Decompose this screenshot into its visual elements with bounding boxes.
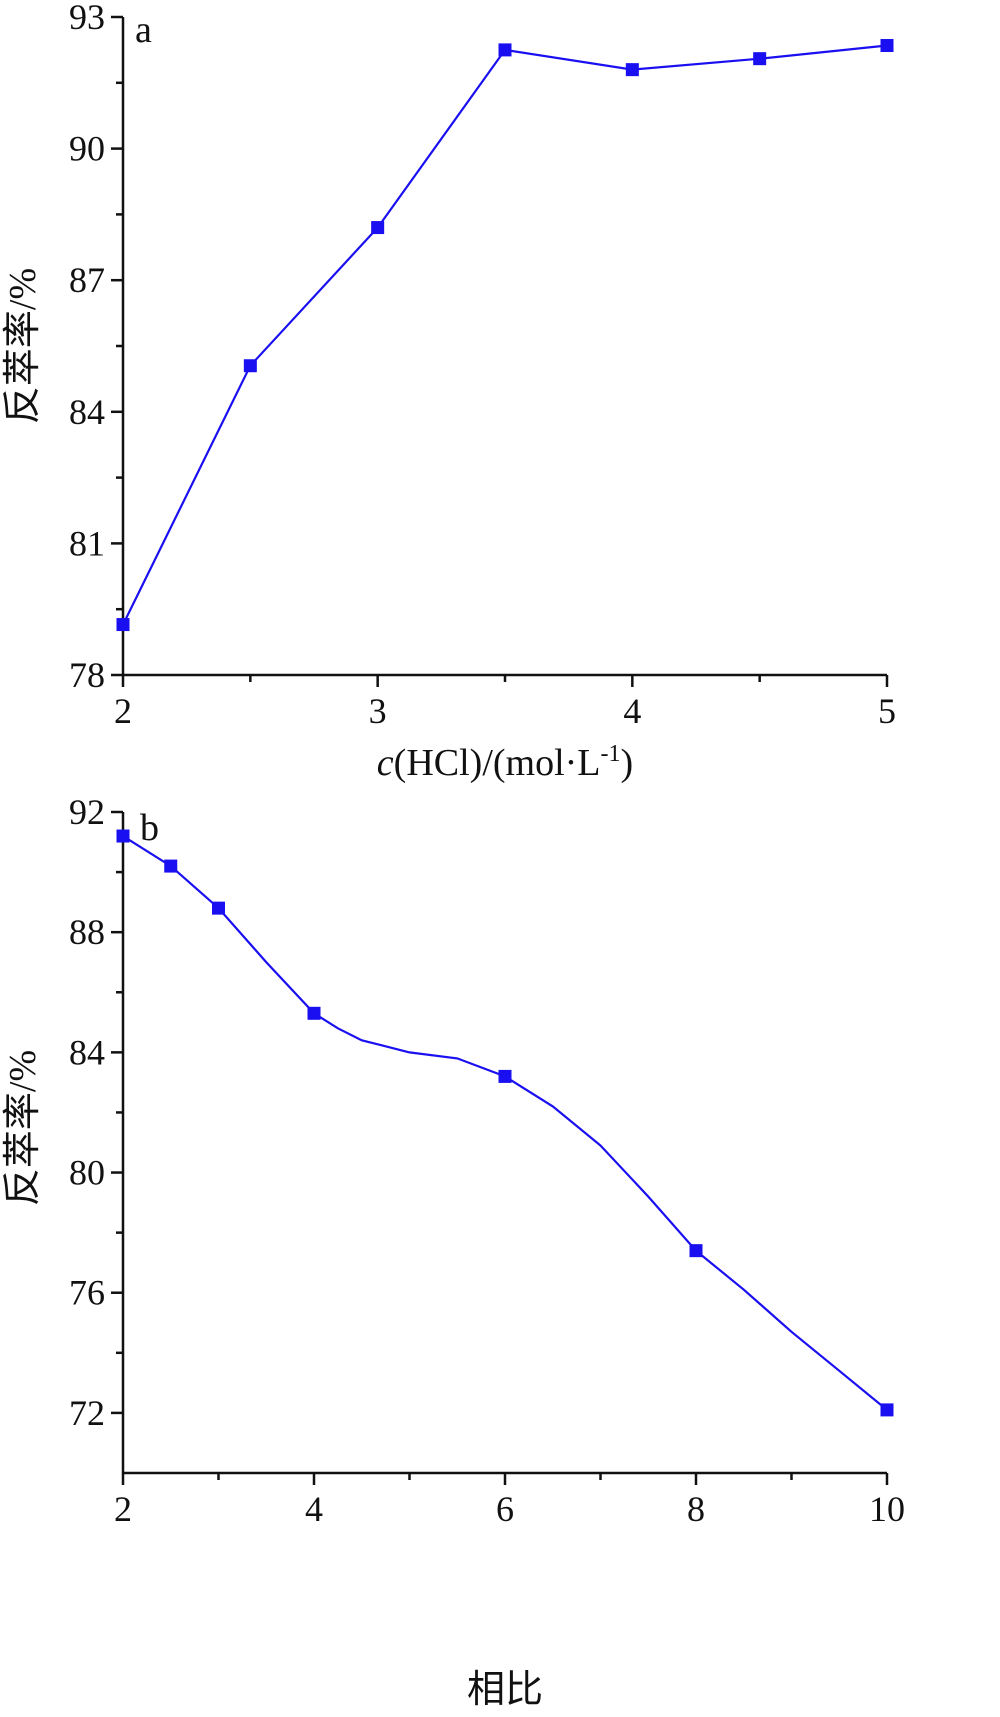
x-tick-label: 2 (114, 691, 132, 731)
y-axis-title: 反萃率/% (2, 1050, 44, 1206)
data-point (689, 1244, 703, 1258)
y-tick-label: 90 (69, 129, 105, 169)
data-point (212, 901, 225, 915)
y-tick-label: 76 (69, 1273, 105, 1313)
y-tick-label: 88 (69, 912, 105, 952)
data-point (625, 63, 639, 77)
data-point (880, 39, 894, 53)
series-line (122, 44, 888, 626)
x-tick-label: 10 (869, 1489, 905, 1529)
y-tick-label: 93 (69, 0, 105, 37)
data-point (116, 829, 130, 843)
data-point (498, 43, 512, 57)
series-line (122, 835, 888, 1411)
data-point (243, 359, 257, 373)
x-axis-title: c(HCl)/(mol·L-1) (377, 741, 633, 784)
x-tick-label: 4 (305, 1489, 323, 1529)
y-tick-label: 80 (69, 1153, 105, 1193)
y-tick-label: 84 (69, 392, 105, 432)
data-point (498, 1069, 512, 1083)
x-tick-label: 2 (114, 1489, 132, 1529)
chart-panel-b: 72 76 80 84 88 92 2 4 6 8 10 b 反萃率/% 相比 (2, 792, 905, 1711)
y-tick-label: 92 (69, 792, 105, 832)
x-tick-label: 8 (687, 1489, 705, 1529)
y-tick-label: 81 (69, 523, 105, 563)
x-tick-label: 4 (623, 691, 641, 731)
x-tick-label: 3 (369, 691, 387, 731)
y-axis-title: 反萃率/% (2, 268, 44, 424)
panel-label: a (135, 9, 152, 51)
y-tick-label: 87 (69, 260, 105, 300)
x-axis-title: 相比 (467, 1669, 543, 1711)
data-point (164, 859, 178, 873)
x-tick-label: 5 (878, 691, 896, 731)
y-tick-label: 72 (69, 1393, 105, 1433)
y-tick-label: 78 (69, 655, 105, 695)
data-point (753, 52, 767, 66)
chart-panel-a: 78 81 84 87 90 93 2 3 4 5 a 反萃率/% c(HCl)/(mol·L-1) (2, 0, 896, 784)
y-tick-label: 84 (69, 1032, 105, 1072)
data-point (371, 221, 385, 235)
data-point (880, 1403, 894, 1417)
panel-label: b (140, 807, 159, 849)
data-point (307, 1006, 321, 1020)
data-point (116, 618, 130, 632)
x-tick-label: 6 (496, 1489, 514, 1529)
